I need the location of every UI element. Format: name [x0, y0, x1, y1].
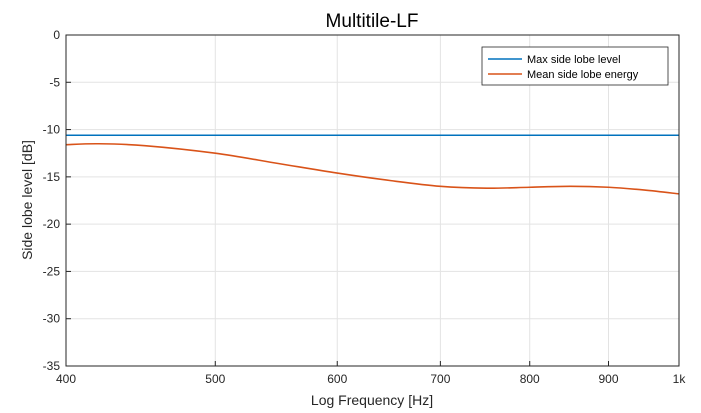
grid-lines: [66, 35, 679, 366]
x-tick-label: 1k: [673, 372, 687, 386]
y-tick-label: -30: [43, 312, 61, 326]
x-tick-label: 700: [430, 372, 450, 386]
x-tick-label: 600: [327, 372, 347, 386]
y-tick-label: -15: [43, 170, 61, 184]
y-tick-label: -20: [43, 217, 61, 231]
axis-ticks: 400 500 600 700 800 900 1k 0 -5 -10 -15 -20 -25 -30 -3…: [43, 28, 687, 386]
y-tick-label: -10: [43, 123, 61, 137]
x-axis-label: Log Frequency [Hz]: [311, 392, 433, 408]
legend-label-2: Mean side lobe energy: [527, 69, 639, 81]
y-tick-label: 0: [53, 28, 60, 42]
series-line-2: [65, 142, 680, 195]
y-axis-label: Side lobe level [dB]: [19, 140, 35, 260]
y-tick-label: -25: [43, 264, 61, 278]
y-tick-label: -5: [49, 75, 60, 89]
plot-area: [65, 134, 680, 195]
legend: Max side lobe level Mean side lobe energy: [481, 46, 669, 86]
x-tick-label: 500: [205, 372, 225, 386]
axes-frame: [65, 34, 680, 367]
y-tick-label: -35: [43, 359, 61, 373]
legend-box: [481, 46, 669, 86]
x-tick-label: 800: [520, 372, 540, 386]
legend-label-1: Max side lobe level: [527, 54, 621, 66]
x-tick-label: 900: [598, 372, 618, 386]
chart-title: Multitile-LF: [326, 11, 419, 32]
x-tick-label: 400: [56, 372, 76, 386]
